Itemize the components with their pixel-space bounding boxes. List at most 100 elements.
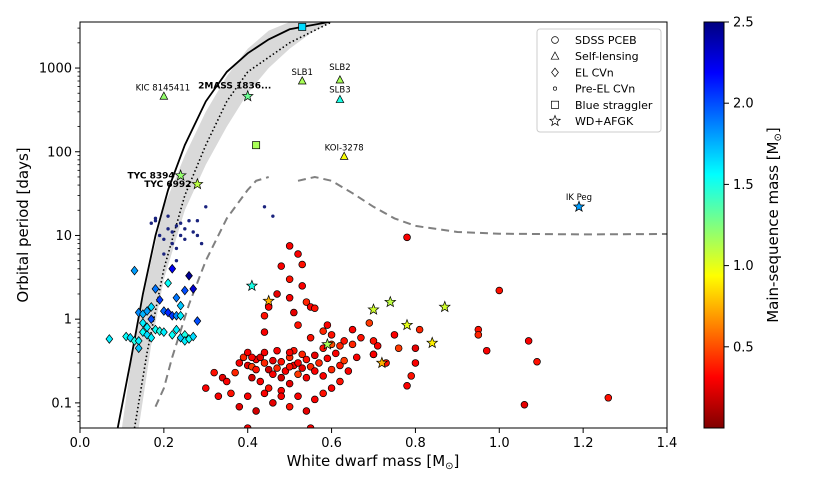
pre-el-cvn-point — [153, 219, 158, 223]
annotations: KIC 8145411 2MASS 1836... SLB1 SLB2 SLB3 KOI-… — [128, 63, 593, 203]
sdss-pceb-point — [415, 325, 424, 334]
wd-afgk-point — [174, 168, 187, 181]
wd-afgk-point — [384, 295, 397, 308]
sdss-pceb-point — [285, 294, 294, 302]
sdss-pceb-point — [336, 342, 344, 350]
el-cvn-point — [164, 307, 172, 318]
legend-square-icon — [551, 100, 559, 109]
sdss-pceb-point — [269, 399, 277, 407]
annotation-label: SLB2 — [329, 63, 350, 73]
sdss-pceb-point — [243, 348, 252, 357]
el-cvn-point — [134, 343, 143, 354]
pre-el-cvn-point — [178, 233, 183, 238]
sdss-pceb-point — [269, 370, 277, 378]
pre-el-cvn-point — [166, 227, 170, 231]
sdss-pceb-point — [373, 342, 382, 350]
colorbar-tick-label: 2.5 — [733, 16, 754, 31]
legend: SDSS PCEB Self-lensing EL CVn Pre-EL CVn Blu… — [536, 28, 662, 133]
y-tick-label: 0.1 — [51, 396, 72, 411]
sdss-pceb-point — [298, 350, 306, 359]
sdss-pceb-point — [394, 344, 403, 352]
colorbar-label: Main-sequence mass [M⊙] — [764, 127, 784, 323]
sdss-pceb-point — [495, 286, 504, 295]
wd-afgk-point — [241, 89, 254, 102]
el-cvn-point — [172, 324, 181, 335]
sdss-pceb-point — [311, 351, 319, 360]
sdss-pceb-point — [248, 353, 256, 362]
sdss-pceb-point — [348, 325, 357, 334]
pre-el-cvn-point — [162, 237, 166, 241]
legend-label: SDSS PCEB — [575, 34, 637, 47]
sdss-pceb-point — [298, 260, 306, 269]
el-cvn-point — [147, 332, 156, 343]
el-cvn-point — [160, 327, 168, 338]
annotation-label: KIC 8145411 — [136, 83, 191, 93]
pre-el-cvn-point — [199, 241, 204, 246]
sdss-pceb-point — [323, 321, 332, 329]
sdss-pceb-point — [273, 290, 281, 298]
pre-el-cvn-point — [149, 221, 153, 225]
y-axis-label: Orbital period [days] — [14, 147, 32, 302]
legend-box — [536, 28, 662, 133]
wd-afgk-point — [426, 336, 439, 349]
sdss-pceb-point — [285, 242, 294, 250]
pre-el-cvn-point — [174, 246, 179, 251]
plot-area — [105, 22, 667, 428]
sdss-pceb-point — [252, 407, 260, 415]
sdss-pceb-point — [277, 262, 286, 270]
sdss-pceb-point — [524, 337, 533, 345]
x-tick-label: 1.4 — [657, 436, 678, 451]
sdss-pceb-point — [344, 367, 353, 375]
pre-el-cvn-point — [170, 230, 174, 234]
sdss-pceb-point — [348, 340, 357, 349]
legend-star-icon — [548, 114, 562, 127]
wd-afgk-point — [375, 356, 389, 369]
annotation-label: SLB3 — [329, 86, 350, 96]
el-cvn-point — [164, 278, 172, 288]
sdss-pceb-point — [311, 304, 319, 313]
sdss-pceb-point — [260, 311, 269, 320]
sdss-pceb-point — [214, 392, 223, 401]
el-cvn-point — [143, 306, 151, 316]
sdss-pceb-point — [227, 389, 235, 398]
sdss-pceb-point — [290, 308, 298, 317]
pre-el-cvn-point — [271, 214, 275, 218]
colorbar-tick-label: 0.5 — [733, 340, 754, 355]
sdss-pceb-point — [239, 353, 248, 362]
x-tick-label: 0.2 — [154, 436, 175, 451]
annotation-label: IK Peg — [566, 193, 592, 203]
y-axis-ticks: 0.1 1 10 100 1000 — [39, 27, 80, 422]
el-cvn-point — [147, 314, 156, 325]
x-tick-label: 0.4 — [237, 436, 258, 451]
y-tick-label: 100 — [47, 145, 72, 160]
sdss-pceb-point — [403, 233, 411, 242]
sdss-pceb-point — [365, 319, 374, 327]
legend-entry: Self-lensing — [550, 50, 639, 63]
sdss-pceb-point — [294, 392, 302, 401]
el-cvn-point — [185, 270, 193, 281]
self-lensing-point — [335, 75, 345, 84]
axes-frame — [79, 21, 668, 429]
sdss-pceb-point — [357, 333, 365, 342]
colorbar-tick-label: 1.0 — [733, 259, 754, 274]
sdss-pceb-point — [520, 401, 529, 409]
pre-el-cvn-point — [174, 258, 179, 263]
sdss-pceb-point — [319, 389, 327, 398]
sdss-pceb-point — [319, 372, 327, 380]
sdss-pceb-point — [369, 337, 378, 345]
legend-entry: Blue straggler — [551, 99, 653, 112]
legend-diamond-icon — [551, 67, 559, 78]
sdss-pceb-point — [411, 359, 420, 367]
x-axis-ticks: 0.0 0.2 0.4 0.6 0.8 1.0 1.2 1.4 — [70, 428, 678, 451]
legend-entry: Pre-EL CVn — [552, 83, 635, 96]
sdss-pceb-point — [252, 365, 260, 374]
sdss-pceb-point — [264, 384, 273, 392]
sdss-pceb-point — [260, 389, 269, 398]
sdss-pceb-point — [285, 348, 294, 357]
pre-el-cvn-point — [162, 252, 166, 256]
annotation-label: KOI-3278 — [325, 143, 364, 153]
sdss-pceb-point — [533, 358, 541, 366]
legend-entry: SDSS PCEB — [551, 34, 637, 47]
sdss-pceb-point — [248, 373, 256, 382]
el-cvn-point — [180, 285, 189, 296]
